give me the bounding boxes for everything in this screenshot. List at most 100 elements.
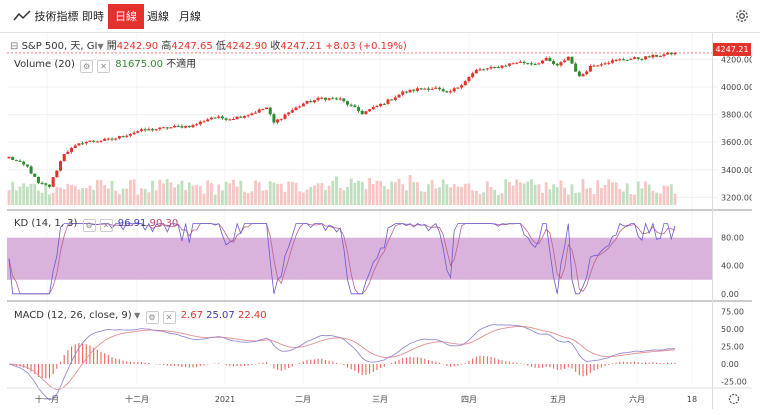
volume-bar xyxy=(647,184,651,205)
settings-icon[interactable]: ⚙ xyxy=(145,311,159,324)
candle-body xyxy=(655,54,659,57)
y-tick-label: 50.00 xyxy=(721,325,744,334)
indicators-button[interactable]: 技術指標 xyxy=(6,4,86,29)
volume-bar xyxy=(496,194,500,205)
candle-body xyxy=(14,159,18,161)
volume-bar xyxy=(544,182,548,205)
close-value: 4247.21 xyxy=(280,41,322,52)
volume-bar xyxy=(268,181,272,205)
close-icon[interactable]: ✕ xyxy=(99,219,113,232)
y-tick-label: 3200.00 xyxy=(721,193,752,202)
volume-bar xyxy=(143,188,147,205)
volume-bar xyxy=(452,184,456,205)
candle-body xyxy=(309,101,313,103)
y-tick-label: 80.00 xyxy=(721,234,744,243)
volume-bar xyxy=(125,188,129,205)
tab-weekly[interactable]: 週線 xyxy=(147,10,169,23)
volume-bar xyxy=(246,193,250,205)
volume-bar xyxy=(335,176,338,205)
volume-bar xyxy=(478,194,482,205)
chevron-down-icon[interactable]: ▼ xyxy=(131,311,141,320)
candle-body xyxy=(206,119,210,122)
volume-na: 不適用 xyxy=(166,59,197,70)
volume-bar xyxy=(390,181,394,205)
tab-realtime[interactable]: 即時 xyxy=(82,10,104,23)
candle-body xyxy=(162,127,166,129)
volume-bar xyxy=(154,190,158,205)
volume-bar xyxy=(84,188,88,205)
x-tick-label: 三月 xyxy=(372,395,388,404)
candle-body xyxy=(353,105,357,108)
candle-body xyxy=(474,69,478,74)
tab-monthly[interactable]: 月線 xyxy=(179,10,201,23)
candle-body xyxy=(81,143,85,145)
candle-body xyxy=(610,60,614,63)
candle-body xyxy=(202,121,206,123)
volume-bar xyxy=(471,190,475,205)
volume-bar xyxy=(99,180,103,205)
volume-bar xyxy=(427,184,430,205)
volume-bar xyxy=(445,184,449,205)
volume-bar xyxy=(360,181,364,205)
close-icon[interactable]: ✕ xyxy=(97,60,111,73)
volume-bar xyxy=(132,179,136,205)
volume-bar xyxy=(283,191,287,205)
candle-body xyxy=(357,107,361,111)
candle-body xyxy=(449,91,453,93)
candle-body xyxy=(522,61,526,64)
tab-daily[interactable]: 日線 xyxy=(108,4,144,29)
candle-body xyxy=(128,134,132,136)
volume-bar xyxy=(485,181,489,205)
volume-bar xyxy=(342,190,346,205)
price-axis-divider xyxy=(712,33,713,409)
candle-body xyxy=(346,101,350,105)
candle-body xyxy=(559,62,563,66)
volume-bar xyxy=(70,184,73,205)
volume-bar xyxy=(324,189,327,205)
settings-icon[interactable]: ⚙ xyxy=(80,60,94,73)
volume-bar xyxy=(581,179,585,205)
volume-bar xyxy=(430,180,434,205)
candle-body xyxy=(349,104,353,106)
volume-bar xyxy=(250,191,254,205)
close-icon[interactable]: ✕ xyxy=(162,311,176,324)
volume-bar xyxy=(206,180,210,205)
volume-bar xyxy=(393,182,397,205)
volume-bar xyxy=(140,188,143,205)
gear-icon[interactable] xyxy=(734,8,750,24)
candle-body xyxy=(268,107,272,115)
settings-icon[interactable]: ⚙ xyxy=(82,219,96,232)
x-tick-label: 六月 xyxy=(629,394,645,404)
volume-bar xyxy=(666,185,670,205)
volume-bar xyxy=(423,191,427,205)
kd-name[interactable]: KD (14, 1, 3) xyxy=(14,218,78,229)
axis-gear-icon[interactable] xyxy=(728,393,740,405)
macd-hist-value: 2.67 xyxy=(180,310,203,321)
candle-body xyxy=(73,145,77,148)
candle-body xyxy=(504,65,508,67)
volume-bar xyxy=(40,192,44,205)
candle-body xyxy=(7,156,11,159)
candle-body xyxy=(621,59,625,61)
candle-body xyxy=(592,65,596,67)
close-label: 收 xyxy=(270,41,281,52)
volume-bar xyxy=(530,179,533,205)
chart-area[interactable]: 3200.00 3400.00 3600.00 3800.00 4000.00 4200.… xyxy=(7,33,752,409)
volume-bar xyxy=(261,190,265,205)
volume-bar xyxy=(655,192,659,205)
volume-bar xyxy=(257,182,261,205)
volume-name[interactable]: Volume (20) xyxy=(14,59,75,70)
chevron-down-icon[interactable]: ▼ xyxy=(97,42,104,51)
toolbar: 技術指標 即時 日線 週線 月線 xyxy=(0,0,760,33)
volume-bar xyxy=(419,191,423,205)
volume-bar xyxy=(625,183,629,205)
candle-body xyxy=(441,89,445,92)
macd-name[interactable]: MACD (12, 26, close, 9) xyxy=(14,310,132,321)
candle-body xyxy=(364,111,368,115)
trend-line-icon xyxy=(13,10,31,21)
candle-body xyxy=(541,60,545,64)
candlesticks xyxy=(7,51,712,189)
collapse-icon[interactable]: ⊟ xyxy=(10,41,19,52)
symbol-label[interactable]: S&P 500, 天, GI xyxy=(21,41,98,52)
volume-bar xyxy=(371,184,375,205)
